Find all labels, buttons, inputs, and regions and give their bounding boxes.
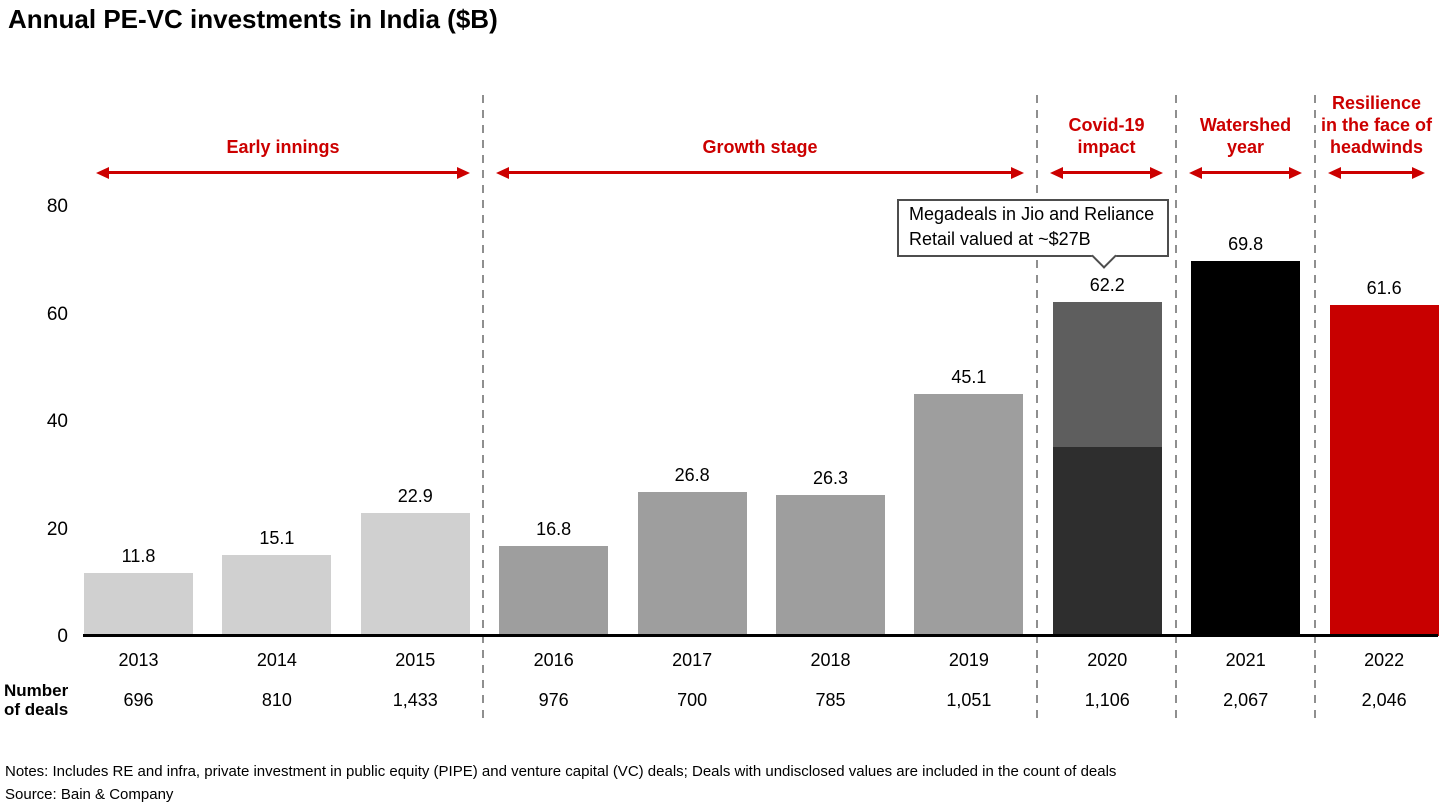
arrow-head-icon [1289,166,1302,179]
bar-value-label: 26.8 [674,465,710,486]
callout-line-1: Megadeals in Jio and Reliance [909,204,1155,224]
bar-value-label: 15.1 [259,527,295,548]
x-axis-year-label: 2017 [672,650,713,670]
phase-label-line: year [1226,137,1265,157]
phase-label-line: headwinds [1329,137,1423,157]
phase-separator-line [1314,95,1316,720]
phase-label: Resilience in the face of headwinds [1315,92,1438,158]
phase-range-arrow [1189,166,1302,179]
x-axis-line [83,634,1438,637]
bar-value-label: 22.9 [397,486,433,507]
bar [360,513,470,636]
deal-count-value: 810 [261,690,292,710]
bar-value-label: 69.8 [1228,234,1264,255]
arrow-head-icon [1150,166,1163,179]
y-axis-tick-label: 0 [57,626,68,647]
phase-range-arrow [496,166,1024,179]
phase-separator-line [482,95,484,720]
megadeals-callout: Megadeals in Jio and Reliance Retail val… [897,199,1169,269]
phase-label: Early innings [83,136,483,158]
callout-line-2: Retail valued at ~$27B [909,229,1091,249]
arrow-head-icon [496,166,509,179]
footnote-notes: Notes: Includes RE and infra, private in… [5,763,1117,780]
deal-count-value: 2,067 [1223,690,1269,710]
deal-count-value: 700 [677,690,708,710]
footnote-source: Source: Bain & Company [5,786,174,803]
arrow-shaft [1202,171,1289,174]
bar [1191,261,1301,636]
phase-label-line: Resilience [1331,93,1422,113]
x-axis-year-label: 2021 [1225,650,1266,670]
phase-label-line: Covid-19 [1068,115,1145,135]
deals-row-header-line-2: of deals [4,700,69,719]
deals-row-header: Number of deals [4,681,68,719]
phase-range-arrow [1328,166,1425,179]
y-axis-tick-label: 80 [46,196,68,218]
arrow-head-icon [1412,166,1425,179]
bar [776,494,885,636]
x-axis-year-label: 2013 [118,650,159,670]
phase-range-arrow [96,166,470,179]
deal-count-value: 1,106 [1084,690,1130,710]
phase-label-line: Early innings [226,137,340,157]
bar [914,393,1024,636]
deal-count-value: 2,046 [1361,690,1407,710]
x-axis-year-label: 2014 [256,650,297,670]
phase-separator-line [1036,95,1038,720]
bar [499,545,609,636]
y-axis-tick-label: 20 [46,518,68,540]
x-axis-year-label: 2016 [533,650,574,670]
deal-count-value: 696 [123,690,154,710]
arrow-shaft [1341,171,1412,174]
arrow-head-icon [96,166,109,179]
bar-value-label: 62.2 [1089,274,1125,295]
bar [84,572,193,636]
bar-value-label: 16.8 [536,518,572,539]
bar [1329,305,1439,636]
deal-count-value: 1,051 [946,690,992,710]
phase-separator-line [1175,95,1177,720]
x-axis-year-label: 2015 [395,650,436,670]
x-axis-year-label: 2022 [1364,650,1405,670]
x-axis-year-label: 2019 [948,650,989,670]
deal-count-value: 976 [538,690,569,710]
bar-value-label: 11.8 [121,545,156,566]
arrow-shaft [109,171,457,174]
bar-value-label: 26.3 [812,467,849,488]
phase-label-line: Growth stage [702,137,818,157]
arrow-shaft [509,171,1011,174]
bar [222,554,332,636]
arrow-shaft [1063,171,1150,174]
phase-label-line: Watershed [1199,115,1292,135]
arrow-head-icon [1328,166,1341,179]
arrow-head-icon [1011,166,1024,179]
phase-label-line: in the face of [1320,115,1432,135]
y-axis-tick-label: 60 [46,303,68,325]
deals-row-header-line-1: Number [4,681,69,700]
bar [637,492,747,636]
deal-count-value: 785 [815,690,846,710]
x-axis-year-label: 2018 [810,650,851,670]
x-axis-year-label: 2020 [1087,650,1128,670]
deal-count-value: 1,433 [392,690,438,710]
phase-label: Covid-19 impact [1037,114,1176,158]
phase-label-line: impact [1077,137,1136,157]
arrow-head-icon [1189,166,1202,179]
bar-value-label: 61.6 [1366,278,1402,299]
phase-label: Growth stage [483,136,1037,158]
bar-segment [1052,446,1162,636]
arrow-head-icon [457,166,470,179]
chart-title: Annual PE-VC investments in India ($B) [8,4,498,34]
bar-value-label: 45.1 [951,366,987,387]
phase-range-arrow [1050,166,1163,179]
bar-segment [1052,301,1162,447]
phase-label: Watershed year [1176,114,1315,158]
arrow-head-icon [1050,166,1063,179]
y-axis-tick-label: 40 [46,411,68,433]
